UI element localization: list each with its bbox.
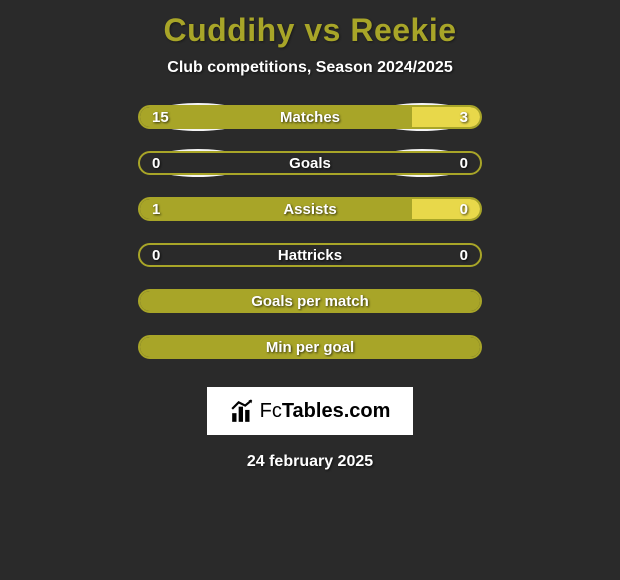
comparison-card: Cuddihy vs Reekie Club competitions, Sea…: [0, 0, 620, 471]
bar-fill-left: [140, 291, 480, 311]
bar-fill-left: [140, 337, 480, 357]
fctables-logo[interactable]: FcTables.com: [207, 387, 413, 435]
date: 24 february 2025: [247, 453, 373, 471]
stat-row: 0 0Goals: [138, 151, 482, 175]
stat-row: 10Assists: [138, 197, 482, 221]
stat-label: Hattricks: [140, 245, 480, 265]
stat-bar: Min per goal: [138, 335, 482, 359]
stat-value-left: 0: [152, 245, 160, 265]
bar-fill-right: [412, 107, 480, 127]
stat-label: Goals: [140, 153, 480, 173]
logo-text: FcTables.com: [260, 400, 391, 423]
bar-fill-right: [412, 199, 480, 219]
stat-row: 0 0Hattricks: [138, 243, 482, 267]
stat-bar: 0 0Goals: [138, 151, 482, 175]
stat-value-right: 0: [460, 153, 468, 173]
stat-row: 153Matches: [138, 105, 482, 129]
logo-text-part2: Tables.com: [282, 400, 391, 422]
bar-fill-left: [140, 107, 412, 127]
stat-bar: 10Assists: [138, 197, 482, 221]
chart-icon: [230, 398, 256, 424]
logo-text-part1: Fc: [260, 400, 282, 422]
bar-fill-left: [140, 199, 412, 219]
stat-value-right: 0: [460, 245, 468, 265]
stat-row: Goals per match: [138, 289, 482, 313]
stat-row: Min per goal: [138, 335, 482, 359]
stat-rows: 153Matches00Goals10Assists00HattricksGoa…: [138, 105, 482, 381]
stat-bar: 0 0Hattricks: [138, 243, 482, 267]
stat-bar: Goals per match: [138, 289, 482, 313]
subtitle: Club competitions, Season 2024/2025: [167, 59, 452, 77]
page-title: Cuddihy vs Reekie: [163, 12, 456, 49]
stat-bar: 153Matches: [138, 105, 482, 129]
stat-value-left: 0: [152, 153, 160, 173]
